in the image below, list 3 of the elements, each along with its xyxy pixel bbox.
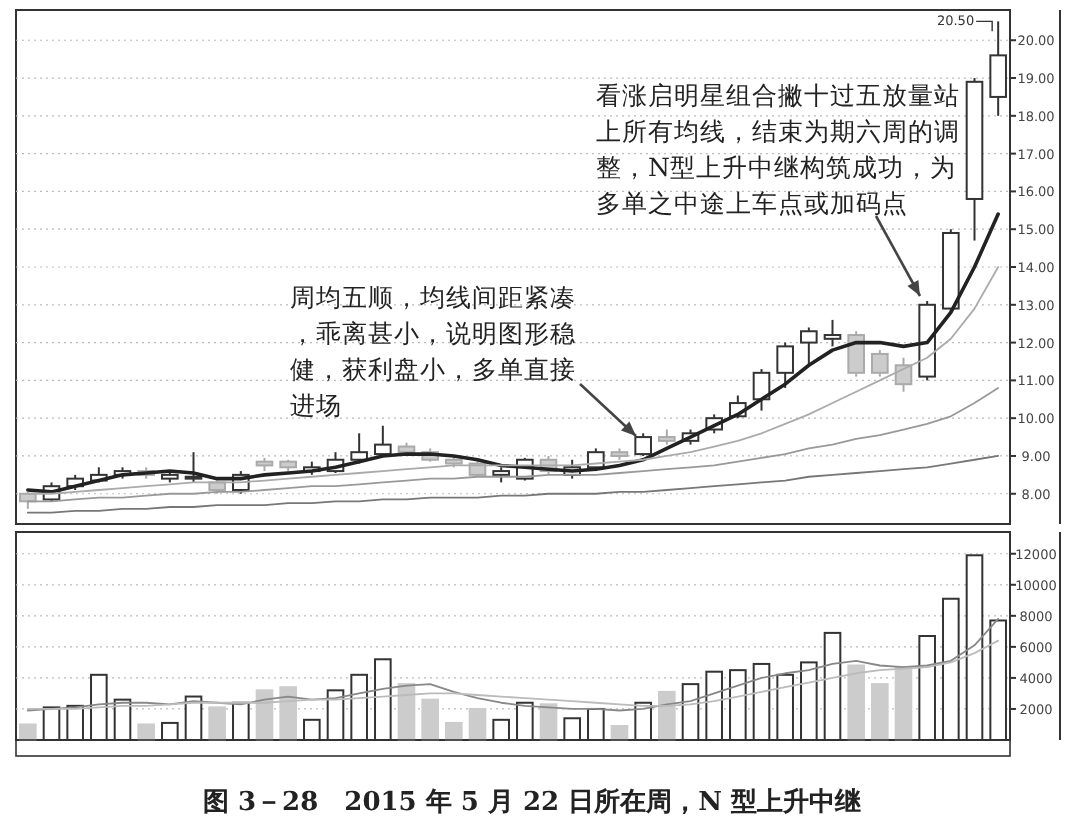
annotation: 看涨启明星组合撇十过五放量站上所有均线，结束为期六周的调整，N型上升中继构筑成功，为多单之中途上车点或加码点 [596, 80, 960, 218]
caption: 图 3－28 2015 年 5 月 22 日所在周，N 型上升中继 [202, 786, 862, 818]
annotation: 周均五顺，均线间距紧凑，乖离甚小，说明图形稳健，获利盘小，多单直接进场 [290, 282, 576, 420]
